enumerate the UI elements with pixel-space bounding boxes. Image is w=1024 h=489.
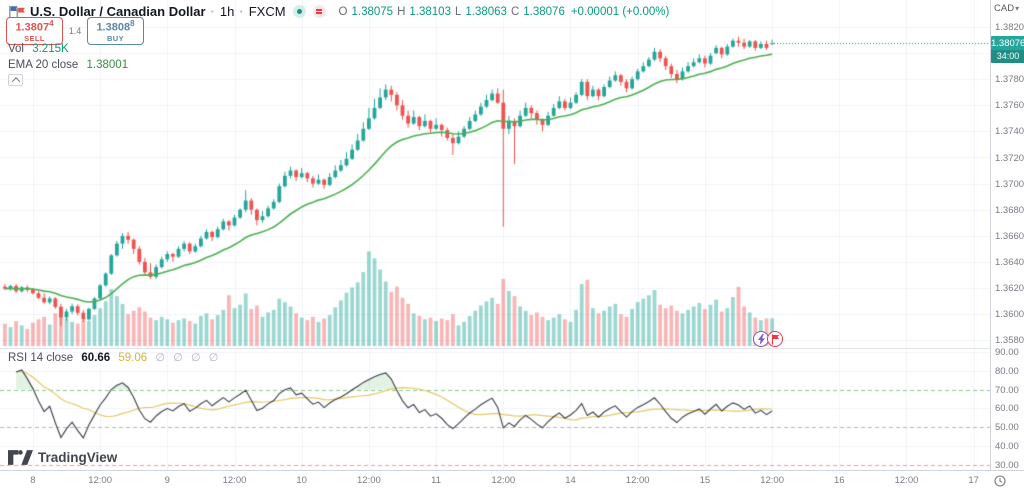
high-value: 1.38103	[409, 5, 451, 18]
high-label: H	[397, 5, 406, 18]
sell-price: 1.3807	[15, 21, 50, 34]
event-markers	[753, 331, 783, 347]
time-tick-label: 8	[30, 475, 36, 486]
volume-legend[interactable]: Vol 3.215K	[8, 43, 69, 55]
price-tick-label: 1.36600	[995, 230, 1024, 242]
volume-value: 3.215K	[32, 43, 69, 55]
tradingview-watermark[interactable]: TradingView	[8, 450, 117, 465]
rsi-empty-value: ∅	[155, 352, 165, 364]
ema-legend[interactable]: EMA 20 close 1.38001	[8, 59, 128, 71]
open-value: 1.38075	[351, 5, 394, 18]
price-axis[interactable]: CAD ▾ 1.38076 34:00 1.38200 1.37800 1.3760…	[990, 0, 1024, 471]
ohlc-readout: O 1.38075 H 1.38103 L 1.38063 C 1.38076 +0.0…	[339, 6, 670, 18]
time-tick-label: 12:00	[88, 475, 112, 486]
price-tick-label: 1.37000	[995, 178, 1024, 190]
sell-price-fraction: 4	[49, 18, 54, 28]
news-flag-icon[interactable]	[767, 331, 783, 347]
time-tick-label: 12:00	[760, 475, 784, 486]
currency-label: CAD	[994, 3, 1015, 14]
time-tick-label: 12:00	[491, 475, 516, 486]
price-tick-label: 1.37200	[995, 152, 1024, 164]
tradingview-logo-icon	[8, 450, 33, 465]
rsi-label: RSI 14 close	[8, 352, 74, 364]
open-label: O	[338, 5, 348, 18]
close-value: 1.38076	[523, 5, 565, 18]
time-tick-label: 17	[968, 475, 979, 486]
rsi-tick-label: 60.00	[995, 403, 1019, 415]
time-tick-label: 11	[431, 475, 442, 486]
ema-label: EMA 20 close	[8, 59, 79, 71]
spread-value: 1.4	[68, 26, 82, 36]
data-issue-icon[interactable]	[312, 5, 326, 18]
rsi-tick-label: 40.00	[995, 440, 1019, 452]
currency-selector[interactable]: CAD ▾	[994, 3, 1019, 14]
time-tick-label: 9	[164, 475, 170, 486]
close-label: C	[510, 5, 520, 18]
time-tick-label: 14	[565, 475, 576, 486]
time-tick-label: 16	[834, 475, 845, 486]
ema-value: 1.38001	[86, 59, 129, 71]
price-tick-label: 1.37400	[995, 126, 1024, 138]
sell-button[interactable]: 1.38074 SELL	[6, 17, 63, 45]
buy-sell-widget: 1.38074 SELL 1.4 1.38088 BUY	[6, 17, 144, 45]
rsi-empty-value: ∅	[173, 352, 183, 364]
collapse-pane-button[interactable]	[8, 74, 23, 86]
symbol-legend[interactable]: U.S. Dollar / Canadian Dollar · 1h · FXC…	[8, 4, 669, 19]
exchange-label[interactable]: FXCM	[248, 4, 286, 19]
market-open-status-icon[interactable]	[292, 5, 306, 18]
current-price-value: 1.38076	[991, 37, 1024, 49]
rsi-empty-value: ∅	[208, 352, 219, 364]
rsi-empty-value: ∅	[190, 352, 201, 364]
bar-countdown: 34:00	[991, 50, 1024, 63]
buy-button[interactable]: 1.38088 BUY	[87, 17, 144, 45]
time-tick-label: 15	[699, 475, 711, 486]
price-tick-label: 1.37800	[995, 74, 1024, 86]
rsi-tick-label: 70.00	[995, 384, 1019, 396]
rsi-tick-label: 30.00	[995, 459, 1019, 471]
price-tick-label: 1.37600	[995, 100, 1024, 112]
sell-label: SELL	[24, 33, 45, 43]
rsi-value: 60.66	[81, 352, 111, 364]
low-value: 1.38063	[465, 5, 507, 18]
rsi-tick-label: 80.00	[995, 365, 1019, 377]
buy-label: BUY	[106, 33, 125, 43]
pane-separator[interactable]	[0, 348, 1024, 349]
price-tick-label: 1.38200	[995, 22, 1024, 33]
price-tick-label: 1.36400	[995, 256, 1024, 268]
buy-price-fraction: 8	[130, 18, 135, 28]
buy-price: 1.3808	[96, 21, 131, 34]
rsi-tick-label: 90.00	[995, 346, 1019, 358]
chevron-up-icon	[11, 77, 20, 86]
price-tick-label: 1.36800	[995, 204, 1024, 216]
time-tick-label: 12:00	[625, 475, 650, 486]
time-tick-label: 12:00	[894, 475, 919, 486]
change-value: +0.00001 (+0.00%)	[570, 5, 670, 18]
tradingview-watermark-text: TradingView	[38, 450, 118, 465]
price-tick-label: 1.35800	[995, 335, 1024, 347]
rsi-legend[interactable]: RSI 14 close 60.66 59.06 ∅ ∅ ∅ ∅	[8, 351, 218, 364]
time-axis[interactable]: 8 12:00 9 12:00 10 12:00 11 12:00 14 12:00 15 12:00…	[0, 470, 1024, 489]
symbol-flag-icon	[8, 5, 25, 19]
volume-label: Vol	[8, 43, 24, 55]
rsi-tick-label: 50.00	[995, 422, 1019, 434]
time-tick-label: 10	[296, 475, 307, 486]
price-tick-label: 1.36200	[995, 283, 1024, 294]
low-label: L	[454, 5, 462, 18]
chevron-down-icon: ▾	[1015, 4, 1020, 13]
time-tick-label: 12:00	[357, 475, 381, 486]
separator: ·	[239, 4, 244, 19]
current-price-badge: 1.38076 34:00	[991, 36, 1024, 63]
symbol-title[interactable]: U.S. Dollar / Canadian Dollar	[30, 4, 206, 19]
interval-label[interactable]: 1h	[219, 4, 235, 19]
price-tick-label: 1.36000	[995, 309, 1024, 321]
time-tick-label: 12:00	[222, 475, 247, 486]
separator: ·	[210, 4, 215, 19]
clock-icon[interactable]	[994, 474, 1006, 489]
rsi-ma-value: 59.06	[118, 352, 148, 364]
